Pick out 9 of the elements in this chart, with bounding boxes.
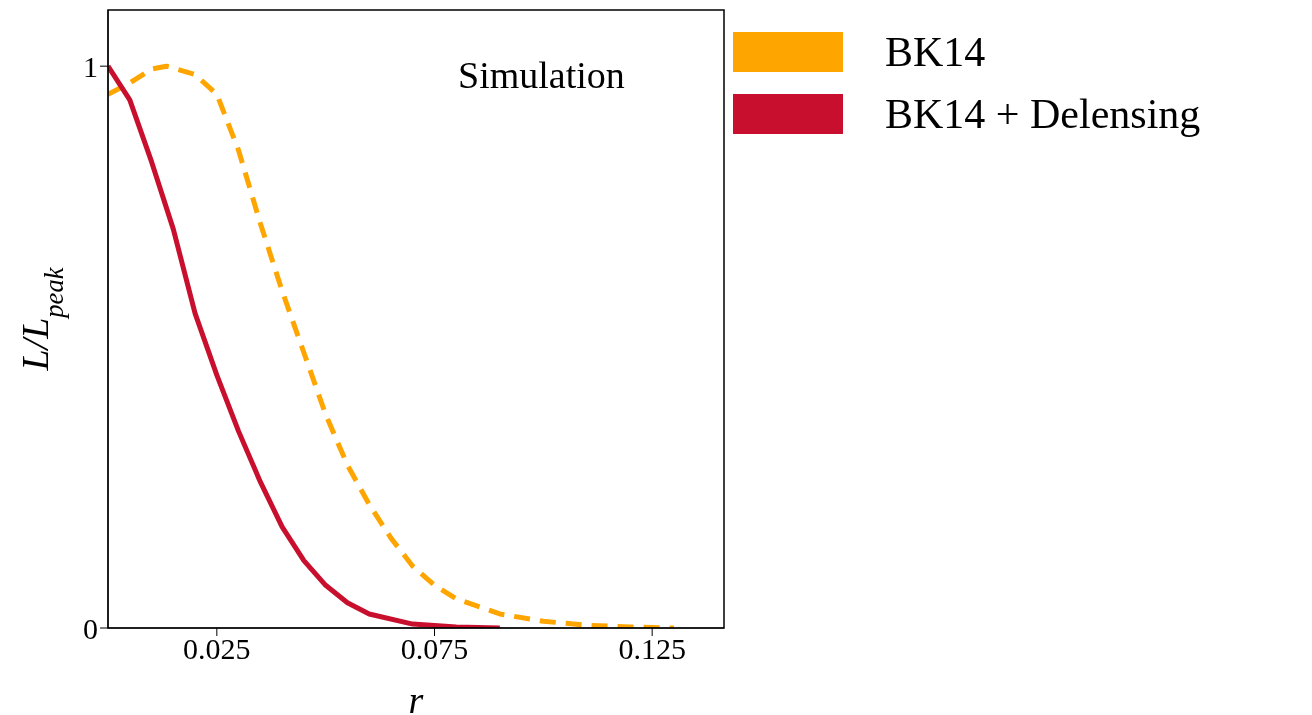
x-tick-label: 0.025 bbox=[183, 632, 251, 666]
x-tick-label: 0.125 bbox=[618, 632, 686, 666]
y-tick-label: 0 bbox=[83, 611, 98, 645]
annotation: Simulation bbox=[458, 53, 625, 97]
legend-label: BK14 bbox=[885, 28, 986, 76]
x-axis-title: r bbox=[408, 679, 424, 715]
legend-label: BK14 + Delensing bbox=[885, 90, 1201, 138]
x-tick-label: 0.075 bbox=[400, 632, 469, 666]
y-tick-label: 1 bbox=[83, 49, 98, 83]
